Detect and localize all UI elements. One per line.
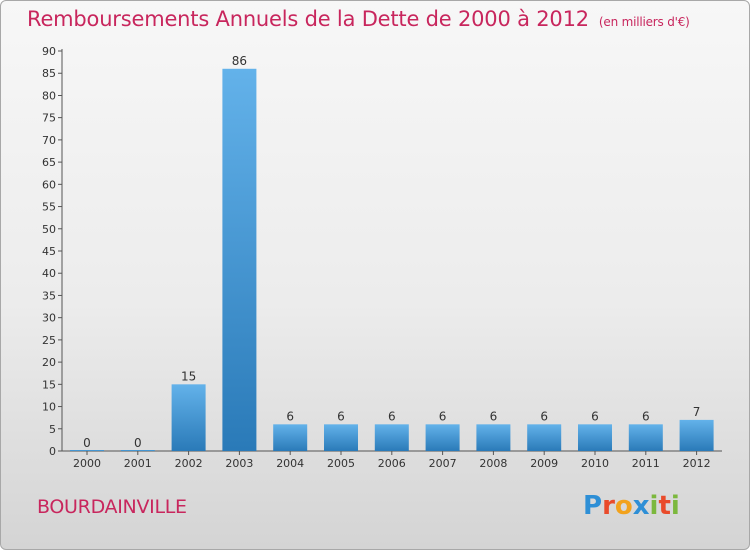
bar [628, 424, 663, 451]
y-tick-label: 10 [42, 401, 56, 414]
y-tick-label: 75 [42, 112, 56, 125]
bar [425, 424, 460, 451]
logo-letter: t [658, 491, 671, 521]
chart-title-text: Remboursements Annuels de la Dette de 20… [27, 7, 589, 31]
y-tick-label: 80 [42, 89, 56, 102]
chart-axes: 0510152025303540455055606570758085902000… [42, 45, 722, 470]
logo-letter: i [670, 491, 680, 521]
bar-value-label: 6 [591, 409, 599, 423]
bar [527, 424, 562, 451]
bar [324, 424, 358, 451]
x-tick-label: 2011 [632, 457, 660, 470]
y-tick-label: 45 [42, 245, 56, 258]
y-tick-label: 50 [42, 223, 56, 236]
y-tick-label: 85 [42, 67, 56, 80]
y-tick-label: 70 [42, 134, 56, 147]
bar [273, 424, 308, 451]
bar [70, 450, 104, 451]
x-tick-label: 2012 [683, 457, 711, 470]
bar-value-label: 0 [134, 436, 142, 450]
y-tick-label: 25 [42, 334, 56, 347]
bar-value-label: 15 [181, 369, 196, 383]
bar-value-label: 6 [642, 409, 650, 423]
proxiti-logo: Proxiti [583, 491, 680, 521]
bar-value-label: 6 [286, 409, 294, 423]
y-tick-label: 40 [42, 267, 56, 280]
y-tick-label: 90 [42, 45, 56, 58]
y-tick-label: 60 [42, 178, 56, 191]
x-tick-label: 2010 [581, 457, 609, 470]
chart-bars [70, 68, 714, 452]
y-tick-label: 55 [42, 201, 56, 214]
bar [578, 424, 612, 451]
x-tick-label: 2003 [225, 457, 253, 470]
x-tick-label: 2006 [378, 457, 406, 470]
x-tick-label: 2004 [276, 457, 304, 470]
bar-value-label: 6 [388, 409, 396, 423]
logo-letter: P [583, 491, 603, 521]
bar [476, 424, 511, 451]
y-tick-label: 15 [42, 378, 56, 391]
bar-value-label: 6 [439, 409, 447, 423]
chart-value-labels: 0 0 15 86 6 6 6 6 6 6 6 6 7 [83, 54, 700, 450]
chart-unit: (en milliers d'€) [598, 15, 690, 29]
town-name: BOURDAINVILLE [37, 496, 187, 518]
bar-value-label: 0 [83, 436, 91, 450]
x-tick-label: 2001 [124, 457, 152, 470]
x-tick-label: 2000 [73, 457, 101, 470]
bar-value-label: 6 [490, 409, 498, 423]
y-tick-label: 65 [42, 156, 56, 169]
x-tick-label: 2007 [429, 457, 457, 470]
logo-letter: o [614, 491, 633, 521]
bar-value-label: 6 [337, 409, 345, 423]
bar [679, 419, 714, 451]
bar [374, 424, 409, 451]
x-tick-label: 2005 [327, 457, 355, 470]
bar-value-label: 86 [232, 54, 247, 68]
chart-title: Remboursements Annuels de la Dette de 20… [27, 7, 690, 31]
bar [171, 384, 206, 451]
x-tick-label: 2008 [479, 457, 507, 470]
bar [222, 68, 257, 452]
logo-letter: r [602, 491, 615, 521]
y-tick-label: 35 [42, 289, 56, 302]
y-tick-label: 5 [49, 423, 56, 436]
bar-value-label: 7 [693, 405, 701, 419]
y-tick-label: 30 [42, 312, 56, 325]
y-tick-label: 20 [42, 356, 56, 369]
bar-value-label: 6 [540, 409, 548, 423]
y-tick-label: 0 [49, 445, 56, 458]
logo-letter: i [649, 491, 659, 521]
logo-letter: x [632, 491, 650, 521]
x-tick-label: 2002 [175, 457, 203, 470]
x-tick-label: 2009 [530, 457, 558, 470]
bar [120, 450, 155, 451]
